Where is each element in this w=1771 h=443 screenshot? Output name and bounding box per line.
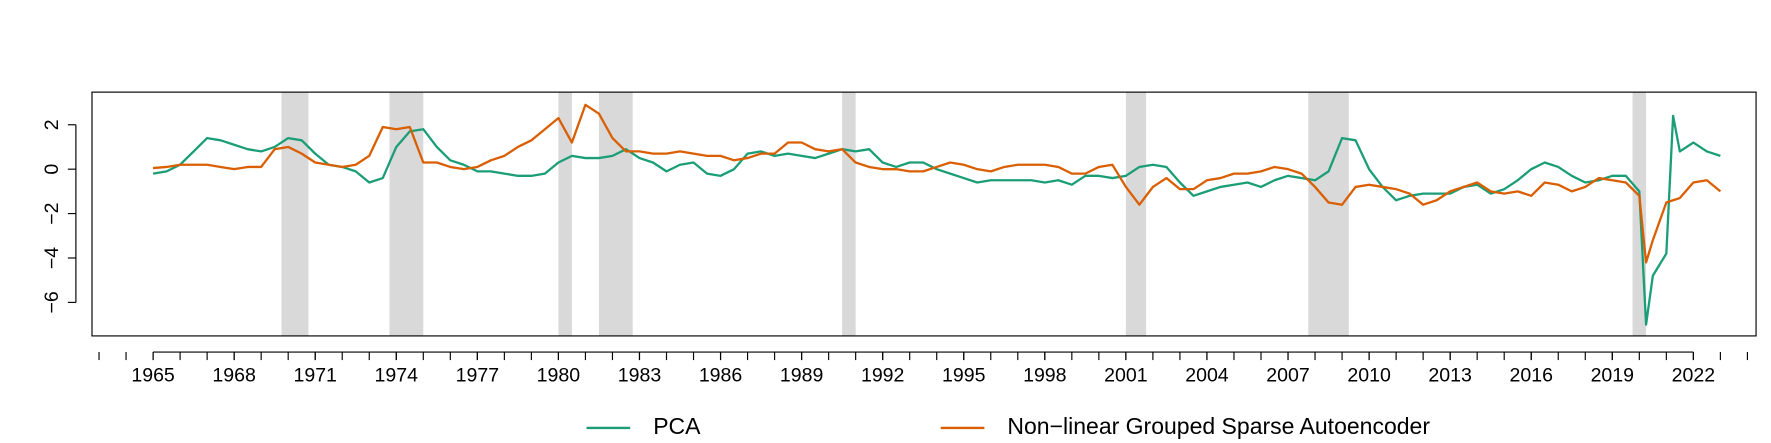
x-tick-label: 1995 [942, 364, 986, 386]
recession-band [558, 92, 572, 336]
x-tick-label: 1992 [861, 364, 904, 386]
y-tick-label: 0 [41, 164, 63, 175]
y-tick-label: −6 [41, 291, 63, 313]
x-tick-label: 1989 [780, 364, 823, 386]
x-tick-label: 2013 [1428, 364, 1471, 386]
recession-band [1308, 92, 1349, 336]
x-tick-label: 1983 [618, 364, 661, 386]
x-tick-label: 1977 [456, 364, 499, 386]
x-tick-label: 1965 [131, 364, 175, 386]
x-tick-label: 1998 [1023, 364, 1067, 386]
recession-band [1125, 92, 1147, 336]
recession-band [281, 92, 309, 336]
x-tick-label: 2016 [1509, 364, 1552, 386]
x-tick-label: 1986 [699, 364, 742, 386]
x-tick-label: 2010 [1347, 364, 1391, 386]
plot-frame [91, 91, 1757, 337]
series-line [152, 114, 1721, 326]
recession-band [598, 92, 633, 336]
y-tick-label: −2 [41, 202, 63, 224]
x-tick-label: 1968 [212, 364, 256, 386]
series-line [152, 103, 1722, 264]
x-tick-label: 2022 [1672, 364, 1715, 386]
y-tick-label: 2 [41, 119, 63, 130]
recession-band [389, 92, 424, 336]
x-tick-label: 2004 [1185, 364, 1229, 386]
x-tick-label: 2007 [1266, 364, 1309, 386]
recession-band [842, 92, 856, 336]
legend-label: Non−linear Grouped Sparse Autoencoder [1007, 413, 1430, 439]
x-tick-label: 1974 [375, 364, 419, 386]
y-tick-label: −4 [41, 247, 63, 269]
x-tick-label: 2001 [1104, 364, 1147, 386]
x-tick-label: 2019 [1591, 364, 1634, 386]
x-tick-label: 1980 [537, 364, 581, 386]
x-tick-label: 1971 [293, 364, 336, 386]
legend-label: PCA [653, 413, 701, 439]
